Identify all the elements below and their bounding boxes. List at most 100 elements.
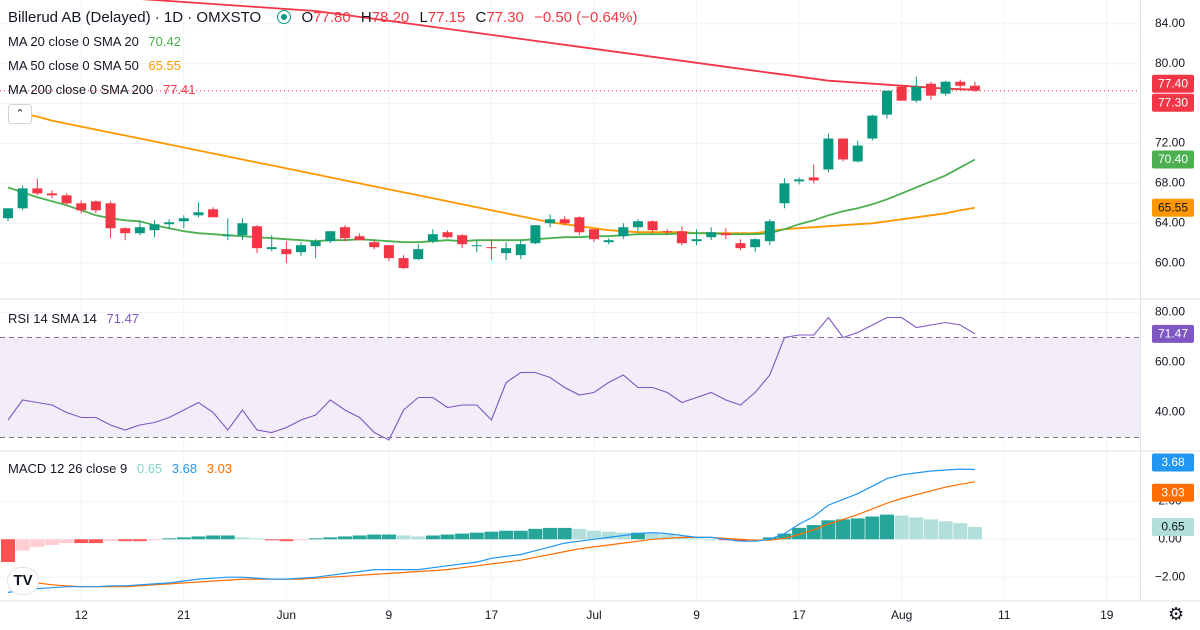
high-value: 78.20: [371, 9, 410, 26]
macd-histogram-bar: [308, 538, 323, 540]
time-axis[interactable]: 12 21 Jun 9 17 Jul 9 17 Aug 11 19: [75, 608, 1114, 622]
rsi-band: [0, 337, 1140, 438]
macd-histogram-bar: [880, 514, 894, 540]
macd-histogram-bar: [572, 528, 587, 540]
price-tick-label: 84.00: [1155, 16, 1185, 30]
high-label: H: [360, 9, 372, 26]
candle-body: [618, 227, 629, 237]
gear-icon[interactable]: ⚙: [1168, 604, 1185, 624]
candle-body: [296, 245, 306, 253]
macd-histogram-bar: [294, 539, 308, 541]
macd-line-value: 3.68: [171, 461, 198, 476]
price-tick-label: 60.00: [1155, 255, 1185, 269]
ma20-legend[interactable]: MA 20 close 0 SMA 20 70.42: [8, 34, 187, 49]
ma50-legend[interactable]: MA 50 close 0 SMA 50 65.55: [8, 58, 187, 73]
macd-histogram-bar: [15, 539, 30, 551]
symbol-legend[interactable]: Billerud AB (Delayed) · 1D · OMXSTO O77.…: [8, 9, 643, 26]
ma200-label: MA 200 close 0 SMA 200: [8, 82, 154, 97]
price-tick-label: 80.00: [1155, 56, 1185, 70]
candle-body: [676, 231, 687, 244]
macd-histogram-bar: [337, 536, 352, 540]
macd-histogram-bar: [836, 519, 851, 540]
macd-histogram-bar: [220, 535, 235, 540]
macd-histogram-bar: [425, 535, 440, 540]
macd-histogram-bar: [587, 530, 601, 540]
rsi-legend[interactable]: RSI 14 SMA 14 71.47: [8, 311, 145, 326]
macd-histogram-bar: [762, 537, 777, 540]
candle-body: [310, 241, 321, 247]
candle-body: [369, 242, 380, 248]
candle-body: [647, 221, 658, 231]
macd-histogram-bar: [850, 518, 865, 540]
signal-badge: 3.03: [1161, 485, 1185, 499]
macd-legend[interactable]: MACD 12 26 close 9 0.65 3.68 3.03: [8, 461, 238, 476]
ma50-line: [7, 108, 976, 235]
macd-histogram-bar: [411, 536, 426, 540]
candle-body: [398, 258, 409, 269]
ma200-badge-bg: [1152, 74, 1194, 93]
macd-histogram-bar: [381, 534, 396, 540]
rsi-tick-label: 40.00: [1155, 405, 1185, 419]
price-axis[interactable]: 84.0080.0076.0072.0068.0064.0060.0080.00…: [1155, 16, 1186, 583]
macd-histogram-bar: [499, 530, 514, 540]
ma50-label: MA 50 close 0 SMA 50: [8, 58, 139, 73]
macd-histogram-bar: [792, 527, 807, 540]
macd-histogram-bar: [557, 527, 572, 540]
candle-body: [252, 226, 263, 249]
macd-hist-value: 0.65: [136, 461, 163, 476]
axis-value-badges: 77.40 77.30 70.40 65.55 71.47 3.68 3.03 0.65: [1152, 74, 1194, 536]
candle-body: [457, 235, 468, 245]
candle-body: [149, 224, 160, 231]
candle-body: [764, 221, 775, 242]
macd-histogram-bar: [733, 539, 748, 542]
macd-histogram-bar: [118, 539, 133, 542]
candle-body: [882, 90, 892, 115]
candle-body: [237, 223, 248, 236]
candle-body: [17, 188, 28, 209]
macd-label: MACD 12 26 close 9: [8, 461, 128, 476]
macd-histogram-bar: [455, 533, 470, 540]
candlestick-series: [3, 76, 980, 270]
close-badge: 77.30: [1158, 95, 1188, 109]
ma200-legend[interactable]: MA 200 close 0 SMA 200 77.41: [8, 82, 201, 97]
macd-histogram-bar: [44, 539, 59, 545]
symbol-title[interactable]: Billerud AB (Delayed) · 1D · OMXSTO: [8, 9, 262, 26]
macd-signal-line: [7, 481, 976, 588]
macd-histogram-bar: [264, 539, 279, 541]
candle-body: [750, 239, 761, 248]
candle-body: [413, 249, 424, 260]
pane-separators[interactable]: [0, 0, 1200, 602]
macd-histogram-bar: [103, 539, 118, 542]
low-value: 77.15: [427, 9, 466, 26]
macd-histogram-bar: [469, 532, 484, 540]
macd-histogram-bar: [147, 539, 162, 541]
macd-histogram-bar: [367, 534, 382, 540]
macd-histogram-bar: [250, 538, 265, 540]
signal-badge-bg: [1152, 483, 1194, 502]
macd-line: [7, 468, 975, 593]
tradingview-logo[interactable]: TV: [8, 568, 38, 594]
candle-body: [32, 188, 43, 194]
collapse-legend-button[interactable]: ⌃: [8, 104, 32, 124]
candle-body: [632, 221, 643, 228]
ma20-label: MA 20 close 0 SMA 20: [8, 34, 139, 49]
market-status-icon: [277, 10, 292, 24]
macd-badge: 3.68: [1161, 455, 1185, 469]
candle-body: [178, 218, 189, 222]
candle-body: [501, 248, 512, 254]
close-value: 77.30: [486, 9, 524, 26]
macd-histogram-bar: [162, 538, 177, 540]
candle-body: [911, 86, 922, 101]
time-tick-label: 11: [998, 608, 1011, 622]
macd-pane: [1, 468, 982, 593]
candle-body: [662, 231, 673, 233]
candle-body: [794, 179, 805, 182]
macd-histogram-bar: [894, 515, 909, 540]
macd-histogram-bar: [279, 539, 294, 542]
time-tick-label: Aug: [891, 608, 912, 622]
candle-body: [852, 145, 863, 162]
open-value: 77.80: [313, 9, 351, 26]
time-tick-label: 9: [386, 608, 393, 622]
